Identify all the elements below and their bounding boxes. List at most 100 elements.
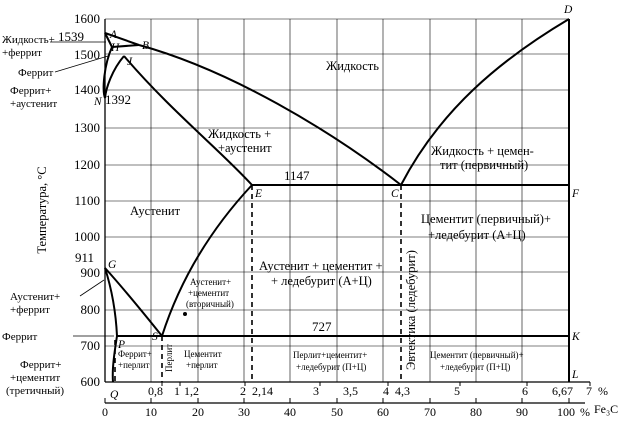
line-JN (104, 55, 125, 99)
y-special-1392: 1392 (105, 92, 131, 107)
x-fe3c-20: 20 (192, 405, 204, 419)
peritectic-HJB (111, 44, 140, 48)
left-labels: Жидкость+ +феррит Феррит Феррит+ +аустен… (2, 34, 64, 397)
temp-727: 727 (312, 319, 332, 334)
region-pearlite: Перлит (164, 344, 174, 372)
solidus-AH (104, 32, 113, 48)
x-carbon-4.3: 4,3 (395, 384, 410, 398)
point-Q: Q (110, 389, 119, 401)
region-liquid-cementite-1: Жидкость + цемен- (431, 144, 534, 158)
x-carbon-3.5: 3,5 (343, 384, 358, 398)
x-carbon-1: 1 (174, 384, 180, 398)
region-liquid-cementite-2: тит (первичный) (440, 158, 528, 172)
x-fe3c-10: 10 (145, 405, 157, 419)
label-ferrite-austenite-2: +аустенит (10, 98, 57, 110)
region-pearlite-cem-led-2: +ледебурит (П+Ц) (296, 362, 366, 372)
y-tick-1100: 1100 (74, 193, 100, 208)
x-fe3c-compound: Fe₃C (594, 402, 618, 416)
x-fe3c-ticks (104, 398, 570, 403)
point-G: G (108, 259, 117, 271)
solidus-JE (123, 55, 253, 186)
grid (105, 18, 569, 383)
y-tick-1400: 1400 (74, 82, 100, 97)
x-carbon-4: 4 (383, 384, 389, 398)
label-ferrite: Феррит (18, 67, 53, 79)
region-austenite-cem-led-2: + ледебурит (А+Ц) (271, 274, 372, 288)
point-L: L (571, 369, 578, 381)
x-carbon-3: 3 (313, 384, 319, 398)
region-ferrite-pearlite-1: Феррит+ (118, 349, 152, 359)
x-carbon-1.2: 1,2 (184, 384, 199, 398)
region-austenite-cem-led-1: Аустенит + цементит + (259, 259, 383, 273)
point-A: A (109, 29, 118, 41)
region-ferrite-pearlite-2: +перлит (118, 360, 150, 370)
line-GS (104, 267, 163, 337)
y-special-911: 911 (75, 250, 94, 265)
region-cementite-led-1: Цементит (первичный)+ (421, 212, 551, 226)
line-PQ (111, 335, 118, 383)
line-ES (161, 184, 253, 337)
label-liquid-ferrite-1: Жидкость+ (2, 34, 55, 46)
point-K: K (571, 331, 581, 343)
y-tick-labels: 1600 1500 1400 1300 1200 1100 1000 900 8… (58, 11, 131, 389)
point-letters: A H B J N D E C F G S P K Q L (93, 4, 581, 401)
x-fe3c-0: 0 (102, 405, 108, 419)
label-ferrite-austenite-1: Феррит+ (10, 85, 51, 97)
label-austenite-ferrite-2: +феррит (10, 304, 50, 316)
region-cementite-pearlite-2: +перлит (186, 360, 218, 370)
region-austenite-cem-small-1: Аустенит+ (190, 277, 231, 287)
x-fe3c-100: 100 (557, 405, 575, 419)
label-ferrite-cementite-3: (третичный) (6, 385, 64, 397)
x-fe3c-percent: % (580, 405, 590, 419)
label-liquid-ferrite-2: +феррит (2, 47, 42, 59)
y-axis-title: Температура, °C (35, 166, 49, 253)
point-E: E (254, 188, 262, 200)
point-B: B (142, 40, 149, 52)
y-special-1539: 1539 (58, 29, 84, 44)
x-carbon-0.8: 0,8 (148, 384, 163, 398)
liquidus-CD (400, 18, 570, 186)
x-fe3c-80: 80 (470, 405, 482, 419)
x-fe3c-70: 70 (424, 405, 436, 419)
liquidus-BC (138, 44, 402, 186)
x-fe3c-60: 60 (377, 405, 389, 419)
label-ferrite-cementite-1: Феррит+ (20, 359, 61, 371)
y-tick-1300: 1300 (74, 120, 100, 135)
x-carbon-7: 7 (586, 384, 592, 398)
point-N: N (93, 96, 103, 108)
x-carbon-2: 2 (240, 384, 246, 398)
region-cem-prim-led-2: +ледебурит (П+Ц) (440, 362, 510, 372)
composition-marker (183, 312, 187, 316)
region-labels: Жидкость Жидкость + +аустенит Жидкость +… (118, 59, 551, 372)
point-P: P (117, 339, 125, 351)
y-tick-700: 700 (81, 338, 101, 353)
line-GP (104, 267, 118, 337)
y-tick-1500: 1500 (74, 47, 100, 62)
point-F: F (571, 188, 580, 200)
region-liquid: Жидкость (326, 59, 379, 73)
x-carbon-ticks (161, 382, 591, 386)
region-liquid-austenite-1: Жидкость + (208, 127, 271, 141)
x-carbon-6: 6 (522, 384, 528, 398)
y-tick-1200: 1200 (74, 157, 100, 172)
phase-lines (102, 18, 570, 383)
region-austenite: Аустенит (130, 204, 181, 218)
region-pearlite-cem-led-1: Перлит+цементит+ (293, 350, 367, 360)
x-carbon-2.14: 2,14 (252, 384, 273, 398)
region-austenite-cem-small-2: +цементит (188, 288, 229, 298)
y-tick-600: 600 (81, 374, 101, 389)
point-S: S (152, 331, 158, 343)
region-liquid-austenite-2: +аустенит (218, 141, 272, 155)
region-austenite-cem-small-3: (вторичный) (186, 299, 234, 309)
x-carbon-6.67: 6,67 (552, 384, 573, 398)
x-fe3c-labels: 0 10 20 30 40 50 60 70 80 90 100 % Fe₃C (102, 402, 618, 419)
region-cem-prim-led-1: Цементит (первичный)+ (430, 350, 524, 360)
pointer-lines (50, 41, 114, 337)
x-fe3c-90: 90 (516, 405, 528, 419)
liquidus-AB (104, 32, 140, 46)
point-H: H (110, 42, 120, 54)
region-eutectic: Эвтектика (ледебурит) (404, 250, 418, 370)
y-tick-800: 800 (81, 302, 101, 317)
point-D: D (563, 4, 573, 16)
